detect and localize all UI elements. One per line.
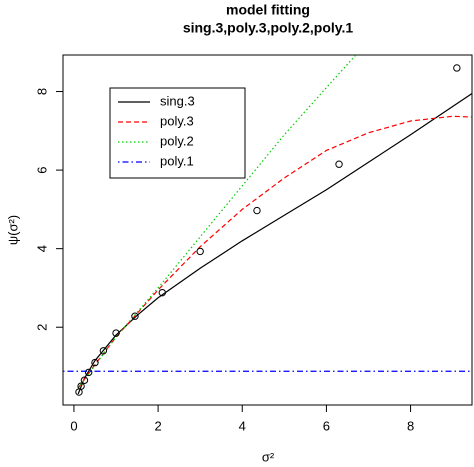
x-tick-label: 0 [70,418,77,433]
legend-label: poly.1 [160,153,194,168]
y-tick-label: 6 [34,166,49,173]
lines [63,55,472,395]
data-point [99,347,108,355]
y-tick-label: 2 [34,324,49,331]
fit-line [77,115,472,389]
data-point [453,64,461,72]
x-tick-label: 4 [239,418,246,433]
x-tick-label: 8 [407,418,414,433]
x-tick-label: 2 [154,418,161,433]
data-point [335,160,343,168]
legend-box [109,87,246,179]
data-point [112,329,120,337]
data-point [84,368,93,377]
data-point [253,206,261,215]
chart-subtitle: sing.3,poly.3,poly.2,poly.1 [183,20,354,36]
y-axis-label: ψ(σ²) [5,215,20,245]
legend-label: poly.3 [160,113,194,128]
legend-label: poly.2 [160,133,194,148]
data-point [91,358,99,367]
legend-label: sing.3 [160,93,195,108]
y-tick-label: 4 [34,245,49,252]
data-point [131,312,139,320]
data-point [196,247,204,256]
plot-frame [62,54,473,406]
y-tick-label: 8 [34,88,49,95]
x-axis-label: σ² [262,449,275,464]
chart-title: model fitting [226,2,310,18]
data-point [158,288,167,297]
data-point [80,376,89,384]
x-tick-label: 6 [323,418,330,433]
data-point [77,382,85,390]
fit-line [77,92,472,395]
